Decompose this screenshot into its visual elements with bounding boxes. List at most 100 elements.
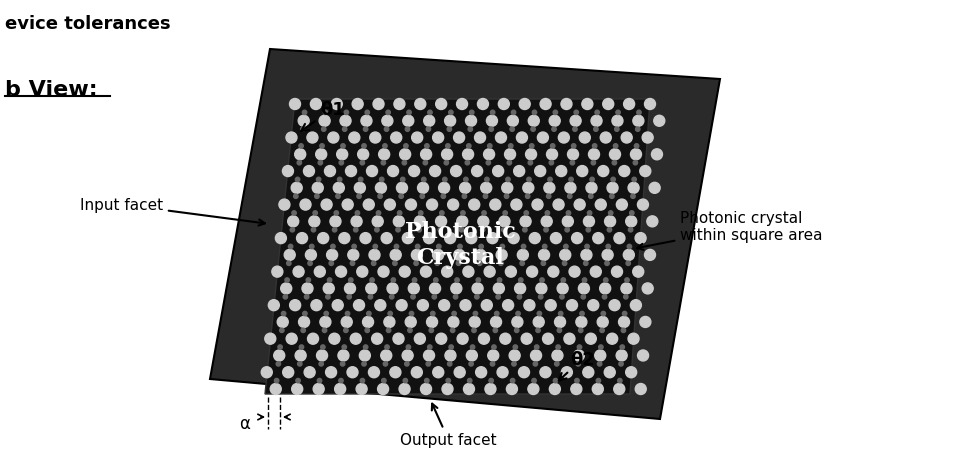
Circle shape	[507, 161, 511, 165]
Circle shape	[320, 144, 325, 149]
Circle shape	[501, 245, 504, 249]
Circle shape	[330, 216, 341, 227]
Circle shape	[275, 233, 287, 244]
Circle shape	[295, 150, 306, 161]
Circle shape	[603, 295, 607, 300]
Circle shape	[399, 384, 410, 394]
Circle shape	[631, 150, 642, 161]
Circle shape	[344, 111, 349, 115]
Circle shape	[469, 200, 480, 211]
Circle shape	[586, 228, 591, 232]
Circle shape	[626, 262, 631, 266]
Circle shape	[549, 116, 560, 127]
Circle shape	[503, 211, 507, 216]
Circle shape	[382, 116, 393, 127]
Circle shape	[328, 278, 331, 282]
Circle shape	[545, 211, 549, 216]
Circle shape	[539, 278, 544, 282]
Circle shape	[342, 345, 346, 350]
Circle shape	[614, 128, 619, 132]
Circle shape	[448, 200, 459, 211]
Circle shape	[445, 350, 456, 361]
Circle shape	[479, 245, 483, 249]
Circle shape	[609, 194, 614, 199]
Circle shape	[563, 216, 573, 227]
Circle shape	[453, 295, 458, 300]
Circle shape	[376, 211, 381, 216]
Circle shape	[481, 300, 492, 311]
Circle shape	[556, 345, 560, 350]
Circle shape	[541, 216, 552, 227]
Circle shape	[538, 250, 549, 261]
Circle shape	[409, 312, 414, 316]
Circle shape	[330, 262, 333, 266]
Circle shape	[624, 99, 635, 110]
Circle shape	[624, 295, 628, 300]
Circle shape	[550, 233, 562, 244]
Circle shape	[469, 362, 473, 366]
Circle shape	[309, 216, 320, 227]
Circle shape	[337, 178, 342, 182]
Circle shape	[594, 128, 598, 132]
Circle shape	[598, 166, 608, 177]
Circle shape	[595, 111, 600, 115]
Circle shape	[354, 300, 364, 311]
Circle shape	[427, 128, 431, 132]
Circle shape	[490, 200, 501, 211]
Circle shape	[524, 300, 535, 311]
Circle shape	[516, 133, 528, 144]
Circle shape	[394, 216, 404, 227]
Circle shape	[365, 328, 369, 333]
Circle shape	[527, 267, 538, 277]
Circle shape	[321, 345, 325, 350]
Circle shape	[565, 183, 576, 194]
Circle shape	[474, 295, 479, 300]
Circle shape	[360, 350, 370, 361]
Circle shape	[377, 384, 389, 394]
Circle shape	[493, 166, 503, 177]
Circle shape	[636, 128, 640, 132]
Circle shape	[332, 228, 337, 232]
Circle shape	[365, 283, 377, 294]
Circle shape	[491, 317, 502, 328]
Circle shape	[428, 111, 433, 115]
Circle shape	[375, 300, 386, 311]
Circle shape	[464, 178, 469, 182]
Circle shape	[449, 345, 453, 350]
Circle shape	[557, 283, 569, 294]
Circle shape	[568, 194, 572, 199]
Circle shape	[468, 379, 471, 383]
Circle shape	[438, 228, 442, 232]
Circle shape	[414, 216, 426, 227]
Circle shape	[509, 350, 520, 361]
Circle shape	[403, 379, 407, 383]
Circle shape	[560, 295, 564, 300]
Circle shape	[342, 128, 347, 132]
Circle shape	[340, 362, 345, 366]
Circle shape	[396, 228, 400, 232]
Circle shape	[362, 144, 366, 149]
Circle shape	[378, 267, 389, 277]
Circle shape	[289, 245, 293, 249]
Circle shape	[605, 367, 615, 378]
Circle shape	[480, 228, 485, 232]
Circle shape	[621, 328, 626, 333]
Circle shape	[629, 228, 633, 232]
Circle shape	[278, 345, 282, 350]
Circle shape	[588, 150, 600, 161]
Circle shape	[302, 111, 307, 115]
Circle shape	[635, 144, 639, 149]
Circle shape	[279, 200, 290, 211]
Circle shape	[471, 328, 476, 333]
Circle shape	[532, 200, 543, 211]
Circle shape	[286, 333, 297, 344]
Circle shape	[355, 211, 360, 216]
Circle shape	[417, 300, 429, 311]
Circle shape	[532, 379, 537, 383]
Circle shape	[411, 295, 415, 300]
Circle shape	[623, 250, 635, 261]
Circle shape	[485, 384, 496, 394]
Circle shape	[502, 228, 506, 232]
Circle shape	[435, 333, 447, 344]
Circle shape	[381, 233, 392, 244]
